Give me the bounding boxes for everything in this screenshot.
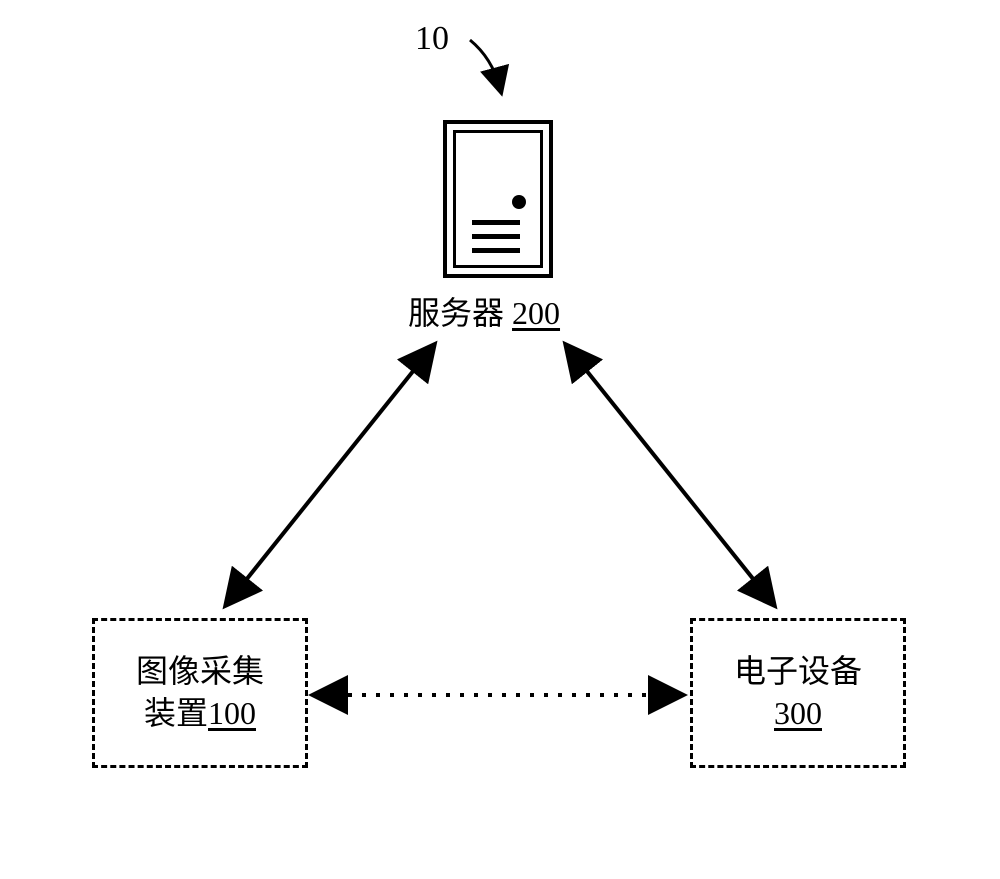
server-indicator-dot [512, 195, 526, 209]
figure-reference-arrow [470, 40, 500, 88]
server-label-text: 服务器 [408, 295, 504, 331]
figure-reference-label: 10 [415, 20, 449, 58]
edge-server-to-image-device [230, 350, 430, 600]
edge-server-to-electronic-device [570, 350, 770, 600]
electronic-device-label-number: 300 [774, 693, 822, 735]
server-rack-line [472, 234, 520, 239]
image-device-label-line2: 装置100 [144, 693, 256, 735]
image-device-label-line1: 图像采集 [136, 651, 264, 693]
server-inner-frame [453, 130, 543, 268]
server-label-number: 200 [512, 295, 560, 331]
image-device-label-number: 100 [208, 695, 256, 731]
electronic-device-label-line1: 电子设备 [734, 651, 862, 693]
server-node-label: 服务器 200 [408, 288, 560, 334]
server-rack-line [472, 248, 520, 253]
server-icon [443, 120, 553, 278]
image-capture-device-node: 图像采集 装置100 [92, 618, 308, 768]
image-device-label-prefix: 装置 [144, 695, 208, 731]
server-rack-line [472, 220, 520, 225]
electronic-device-node: 电子设备 300 [690, 618, 906, 768]
